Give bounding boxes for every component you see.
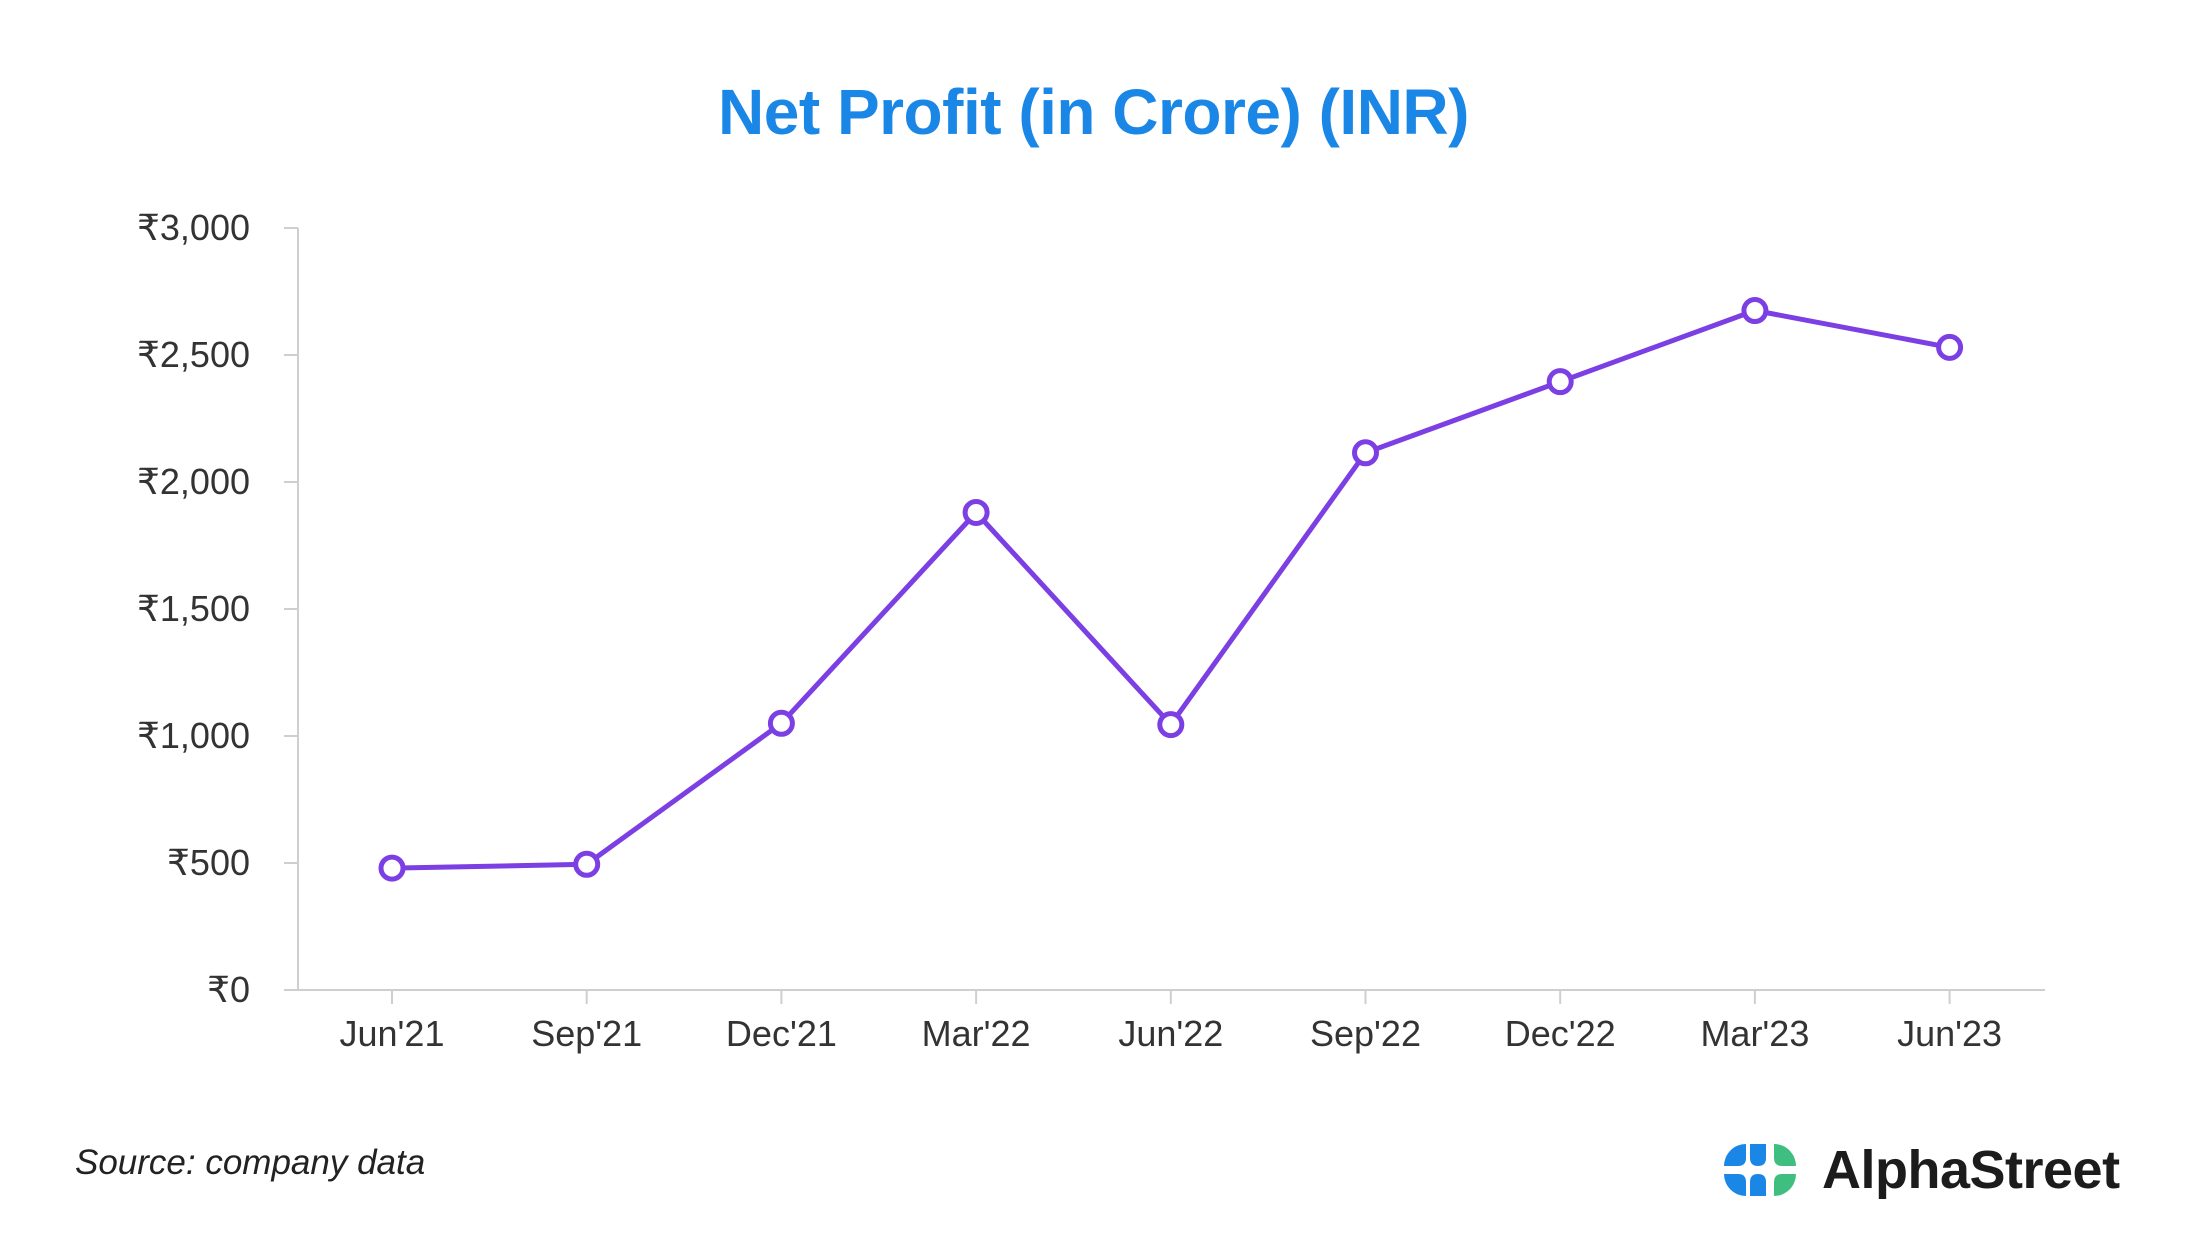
y-tick-label: ₹500 — [167, 842, 250, 883]
data-point — [1157, 711, 1185, 739]
logo-piece-bottom-right — [1774, 1174, 1796, 1196]
x-tick-label: Dec'22 — [1505, 1013, 1616, 1054]
y-tick-label: ₹1,500 — [137, 588, 250, 629]
data-point — [1936, 333, 1964, 361]
series-line — [389, 308, 1953, 871]
brand-name: AlphaStreet — [1822, 1140, 2120, 1200]
data-point — [767, 709, 795, 737]
data-point — [573, 850, 601, 878]
x-tick-label: Dec'21 — [726, 1013, 837, 1054]
data-point — [962, 498, 990, 526]
x-axis-ticks: Jun'21 Sep'21 Dec'21 Mar'22 Jun'22 Sep'22 Dec'… — [340, 990, 2002, 1054]
source-note: Source: company data — [75, 1143, 426, 1182]
x-tick-label: Mar'22 — [922, 1013, 1031, 1054]
x-tick-label: Jun'22 — [1118, 1013, 1223, 1054]
y-axis-ticks: ₹0 ₹500 ₹1,000 ₹1,500 ₹2,000 ₹2,500 ₹3,000 — [137, 207, 298, 1010]
x-tick-label: Sep'22 — [1310, 1013, 1421, 1054]
data-point — [1352, 439, 1379, 467]
data-point — [1741, 297, 1769, 325]
logo-piece-top-left — [1724, 1144, 1746, 1166]
chart-axes — [297, 228, 2045, 991]
y-tick-label: ₹3,000 — [137, 207, 250, 248]
y-tick-label: ₹1,000 — [137, 715, 250, 756]
data-point — [1546, 368, 1574, 396]
logo-piece-top-right — [1774, 1144, 1796, 1166]
x-tick-label: Jun'23 — [1897, 1013, 2002, 1054]
x-tick-label: Jun'21 — [340, 1013, 445, 1054]
brand: AlphaStreet — [1720, 1130, 2120, 1210]
alphastreet-logo-icon — [1724, 1144, 1796, 1196]
logo-piece-bottom-left — [1724, 1174, 1746, 1196]
y-tick-label: ₹0 — [207, 969, 250, 1010]
series-group — [378, 297, 1964, 882]
chart-title: Net Profit (in Crore) (INR) — [718, 76, 1469, 148]
y-tick-label: ₹2,000 — [137, 461, 250, 502]
logo-piece-bottom-mid — [1750, 1174, 1766, 1196]
x-tick-label: Sep'21 — [531, 1013, 642, 1054]
y-tick-label: ₹2,500 — [137, 334, 250, 375]
data-point — [378, 854, 406, 882]
x-tick-label: Mar'23 — [1700, 1013, 1809, 1054]
logo-piece-top-mid — [1750, 1144, 1766, 1166]
